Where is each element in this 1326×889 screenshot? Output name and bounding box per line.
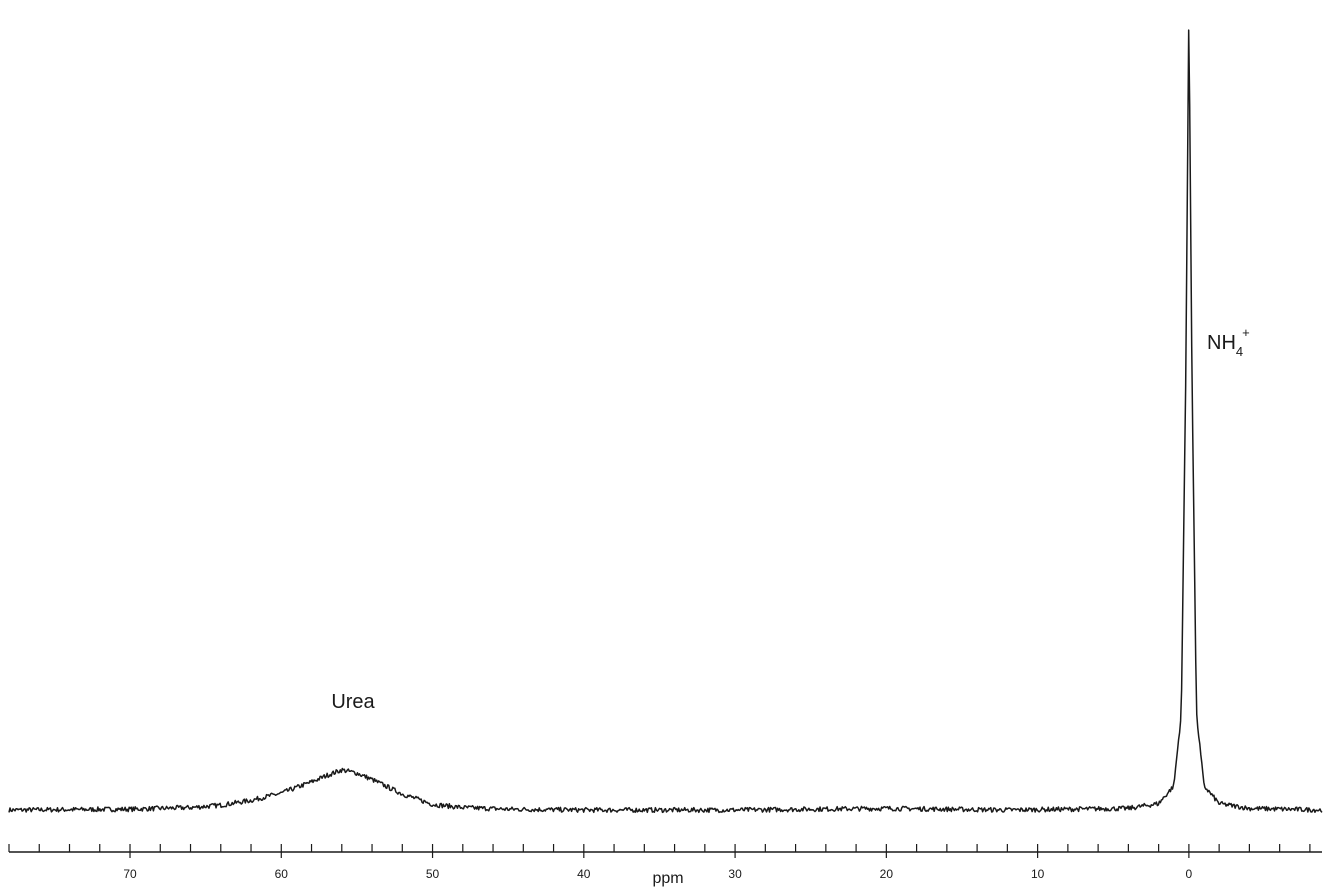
ammonium-label-subscript: 4 <box>1236 344 1243 359</box>
x-tick-label: 60 <box>275 867 289 881</box>
x-tick-label: 70 <box>123 867 137 881</box>
x-tick-label: 20 <box>880 867 894 881</box>
series-line <box>8 29 1323 814</box>
x-tick-label: 0 <box>1186 867 1193 881</box>
spectrum-layer <box>8 29 1323 814</box>
peak-annotation-urea: Urea <box>331 691 375 713</box>
x-axis-title: ppm <box>652 870 683 887</box>
x-tick-label: 50 <box>426 867 440 881</box>
ammonium-label-main: NH <box>1207 332 1236 354</box>
x-axis: 70 60 50 40 30 20 10 0 <box>8 844 1322 881</box>
peak-annotation-ammonium: NH4 + <box>1207 325 1250 359</box>
x-tick-label: 30 <box>728 867 742 881</box>
x-tick-label: 40 <box>577 867 591 881</box>
x-tick-label: 10 <box>1031 867 1045 881</box>
ammonium-label-superscript: + <box>1242 325 1250 340</box>
